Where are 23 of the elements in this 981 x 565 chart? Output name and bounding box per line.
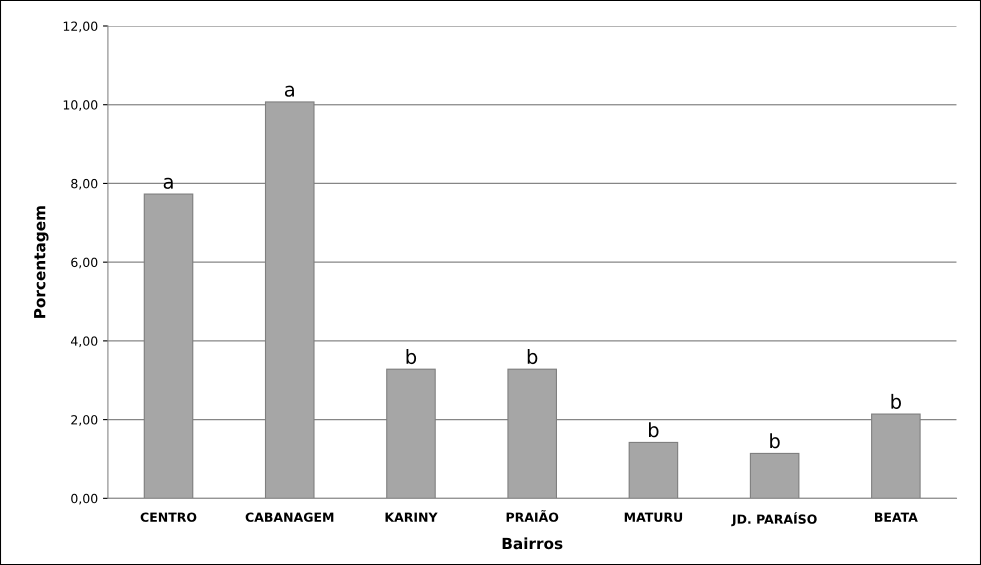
y-tick-label: 8,00 xyxy=(71,178,98,190)
x-tick-label: BEATA xyxy=(875,512,918,522)
annotation: a xyxy=(164,178,173,189)
annotation: b xyxy=(770,433,780,448)
y-tick-label: 4,00 xyxy=(70,336,98,348)
y-tick-label: 0,00 xyxy=(71,494,98,505)
annotation: b xyxy=(891,394,901,409)
annotation: b xyxy=(528,349,538,364)
x-tick-label: PRAIÃO xyxy=(506,510,558,522)
annotation: a xyxy=(284,86,294,97)
y-tick-label: 6,00 xyxy=(71,258,98,268)
x-tick-label: KARINY xyxy=(386,512,438,522)
x-tick-label: CENTRO xyxy=(140,512,196,522)
x-axis-title: Bairros xyxy=(502,537,562,550)
x-tick-label: CABANAGEM xyxy=(246,512,334,522)
x-tick-label: JD. PARAÍSO xyxy=(731,512,817,526)
y-tick-label: 2,00 xyxy=(71,415,98,426)
annotation: b xyxy=(649,422,659,438)
y-tick-label: 10,00 xyxy=(64,100,98,111)
y-axis-title: Porcentagem xyxy=(34,206,49,318)
x-tick-label: MATURU xyxy=(624,512,682,522)
annotation: b xyxy=(406,349,416,364)
y-tick-label: 12,00 xyxy=(64,21,98,32)
